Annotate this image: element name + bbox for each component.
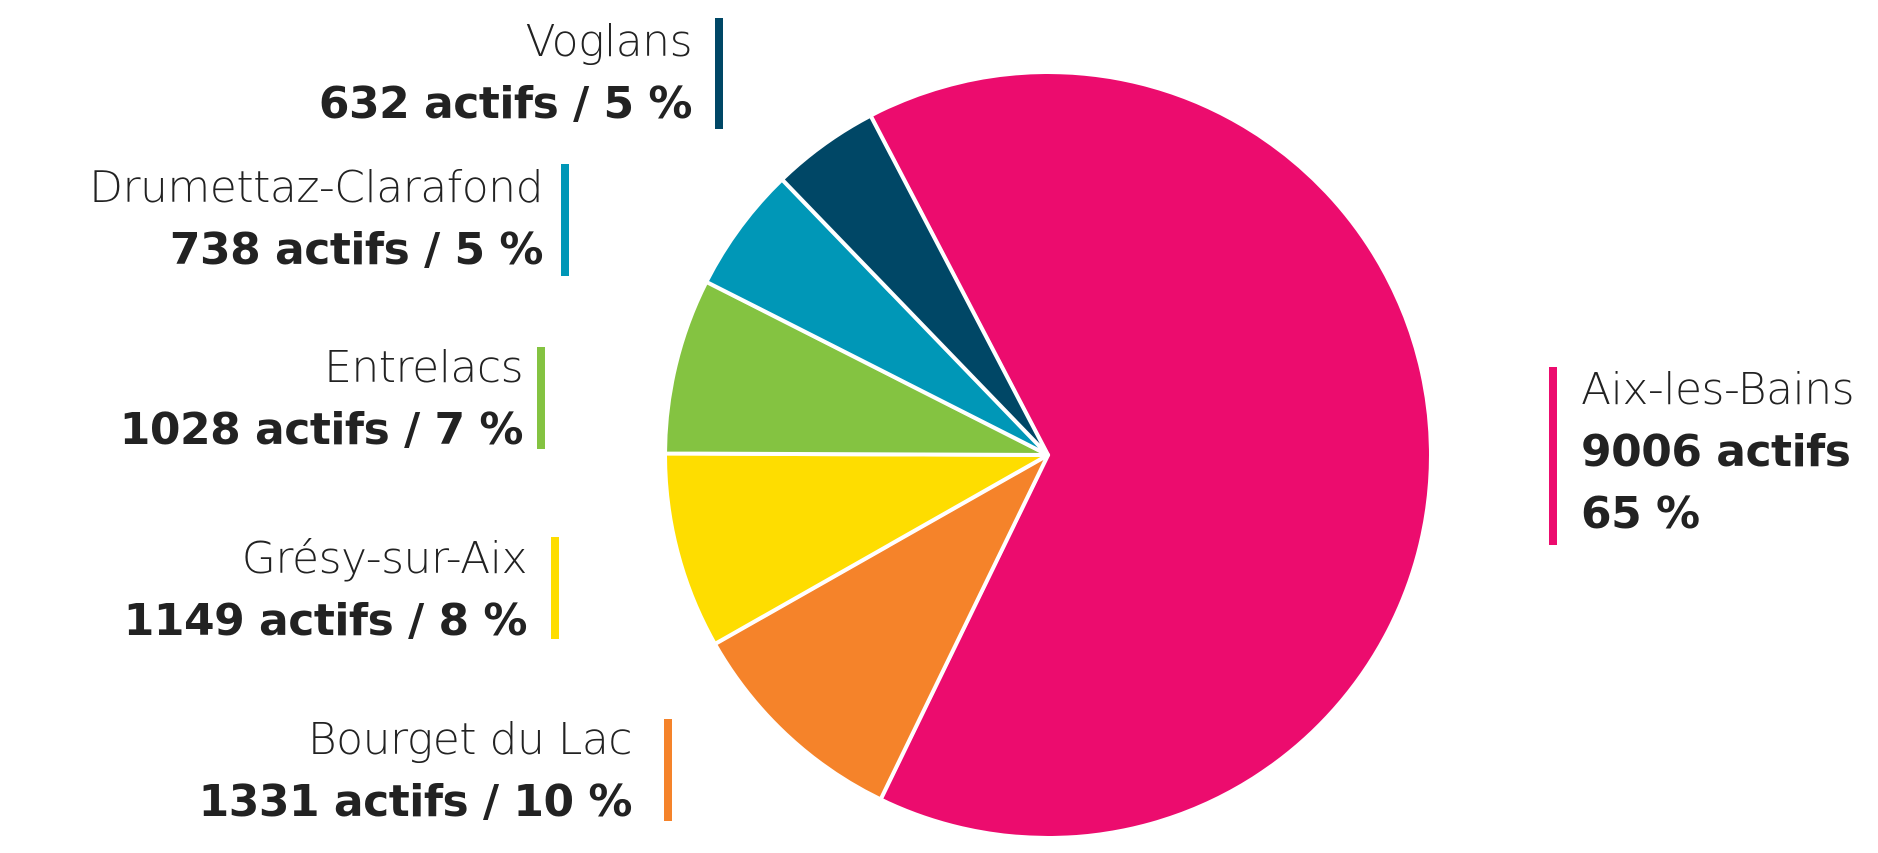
slice-value: 1149 actifs / 8 % [123,595,528,646]
slice-name: Entrelacs [324,342,523,393]
slice-label: Bourget du Lac 1331 actifs / 10 % [198,709,633,833]
slice-label: Grésy-sur-Aix 1149 actifs / 8 % [123,528,528,652]
slice-name: Grésy-sur-Aix [241,533,528,584]
label-bar [715,18,723,129]
slice-value: 1028 actifs / 7 % [119,404,524,455]
label-bar [1549,367,1557,545]
pie-slice [868,70,1433,840]
slice-label: Drumettaz-Clarafond 738 actifs / 5 % [89,157,543,281]
slice-value: 738 actifs / 5 % [169,224,544,275]
slice-value: 9006 actifs 65 % [1581,426,1851,539]
slice-name: Aix-les-Bains [1581,364,1855,415]
pie-slice [780,113,1050,457]
slice-name: Drumettaz-Clarafond [89,162,543,213]
slice-name: Bourget du Lac [307,714,633,765]
label-bar [537,347,545,449]
slice-name: Voglans [525,16,692,67]
slice-value: 632 actifs / 5 % [318,78,693,129]
slice-value: 1331 actifs / 10 % [198,776,633,827]
slice-label: Voglans 632 actifs / 5 % [318,11,693,135]
label-bar [561,164,569,276]
pie-slice [712,453,1050,802]
label-bar [664,719,672,821]
slice-label: Aix-les-Bains 9006 actifs 65 % [1581,359,1855,545]
label-bar [551,537,559,639]
pie-slice [663,279,1050,457]
pie-slice [663,451,1050,647]
slice-label: Entrelacs 1028 actifs / 7 % [119,337,524,461]
